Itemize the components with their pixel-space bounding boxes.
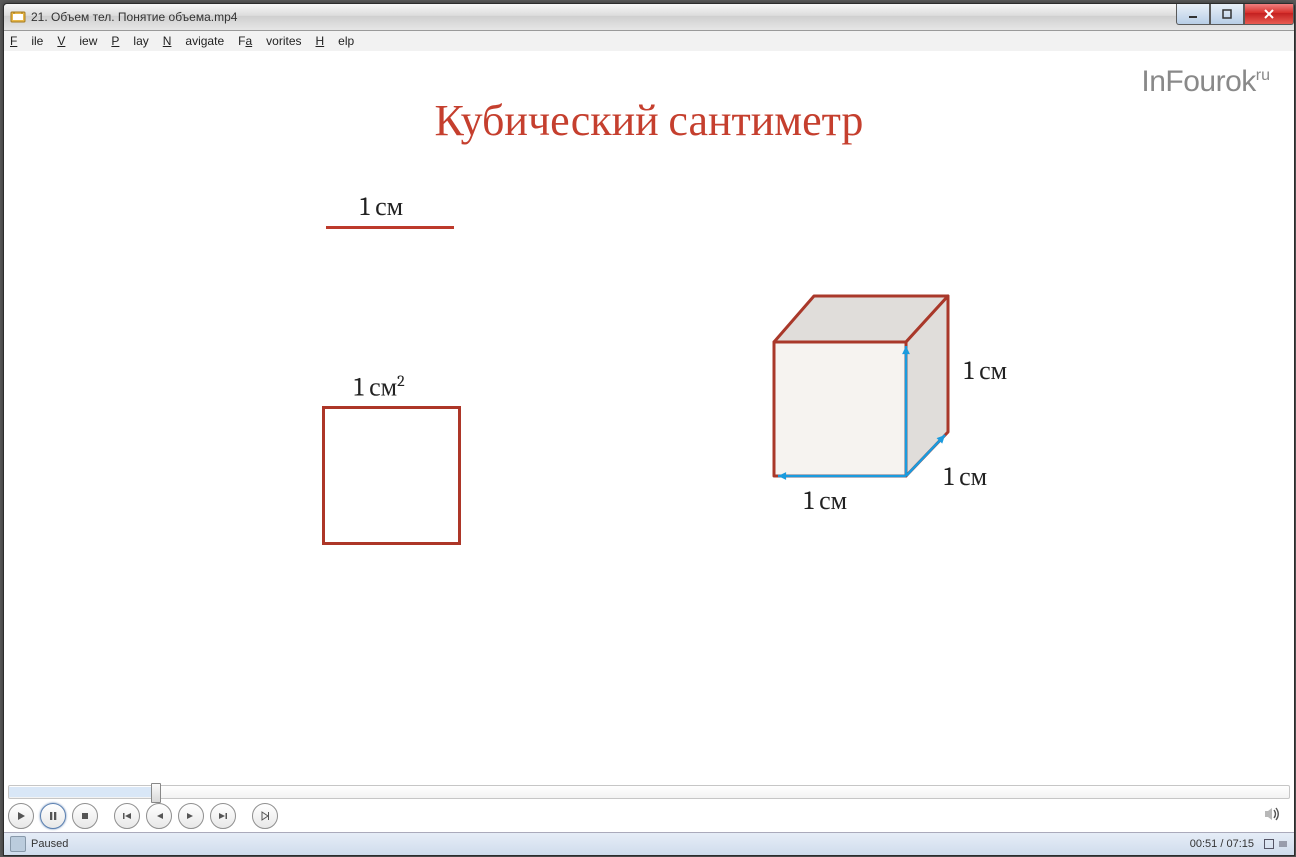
player-controls <box>8 801 1290 831</box>
slide-title: Кубический сантиметр <box>4 95 1294 146</box>
close-button[interactable] <box>1244 4 1294 25</box>
line-segment <box>326 226 454 229</box>
status-menu-icon[interactable] <box>1278 839 1288 849</box>
watermark-main: InFourok <box>1141 65 1255 98</box>
square-shape <box>322 406 461 545</box>
video-area[interactable]: InFourokru Кубический сантиметр 1 см 1 с… <box>4 51 1294 797</box>
seek-progress <box>9 787 155 797</box>
app-icon <box>10 9 26 25</box>
watermark: InFourokru <box>1141 65 1270 99</box>
pause-button[interactable] <box>40 803 66 829</box>
stop-button[interactable] <box>72 803 98 829</box>
volume-icon[interactable] <box>1264 806 1282 826</box>
cube-shape <box>756 284 976 504</box>
minimize-button[interactable] <box>1176 4 1210 25</box>
diagram-area: 1 см 1 см2 1 см 1 см 1 см <box>4 186 1294 726</box>
statusbar: Paused 00:51 / 07:15 <box>4 832 1294 855</box>
menu-view[interactable]: View <box>57 34 97 48</box>
step-button[interactable] <box>252 803 278 829</box>
titlebar[interactable]: 21. Объем тел. Понятие объема.mp4 <box>4 4 1294 31</box>
menu-play[interactable]: Play <box>111 34 148 48</box>
maximize-button[interactable] <box>1210 4 1244 25</box>
seek-fwd-button[interactable] <box>178 803 204 829</box>
seekbar[interactable] <box>8 785 1290 799</box>
window-title: 21. Объем тел. Понятие объема.mp4 <box>31 10 237 24</box>
status-text: Paused <box>31 838 68 850</box>
seek-back-button[interactable] <box>146 803 172 829</box>
menu-navigate[interactable]: Navigate <box>163 34 224 48</box>
window-controls <box>1176 4 1294 24</box>
cube-label-bottom-right: 1 см <box>944 462 987 492</box>
prev-file-button[interactable] <box>114 803 140 829</box>
next-file-button[interactable] <box>210 803 236 829</box>
status-icon <box>10 836 26 852</box>
cube-label-right: 1 см <box>964 356 1007 386</box>
menu-file[interactable]: File <box>10 34 43 48</box>
cube-label-bottom: 1 см <box>804 486 847 516</box>
line-label: 1 см <box>360 192 403 222</box>
menubar: File View Play Navigate Favorites Help <box>4 31 1294 52</box>
fullscreen-icon[interactable] <box>1264 839 1274 849</box>
square-label: 1 см2 <box>354 372 405 403</box>
app-window: 21. Объем тел. Понятие объема.mp4 File V… <box>3 3 1295 856</box>
menu-favorites[interactable]: Favorites <box>238 34 301 48</box>
seek-handle[interactable] <box>151 783 161 803</box>
menu-help[interactable]: Help <box>316 34 355 48</box>
play-button[interactable] <box>8 803 34 829</box>
time-display: 00:51 / 07:15 <box>1190 838 1254 850</box>
watermark-suffix: ru <box>1256 67 1270 84</box>
